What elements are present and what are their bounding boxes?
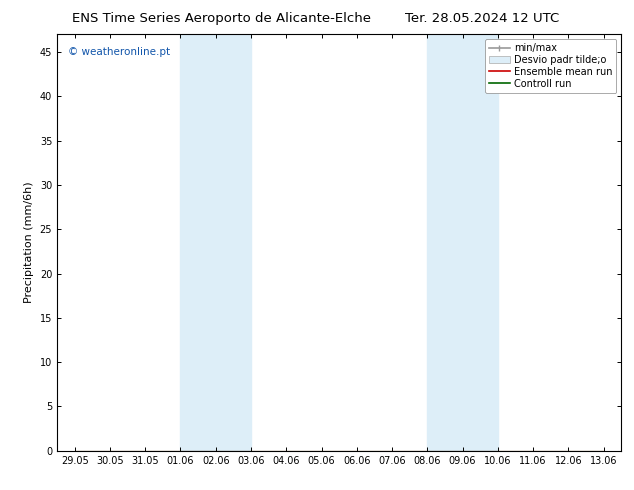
- Legend: min/max, Desvio padr tilde;o, Ensemble mean run, Controll run: min/max, Desvio padr tilde;o, Ensemble m…: [485, 39, 616, 93]
- Text: © weatheronline.pt: © weatheronline.pt: [68, 47, 171, 57]
- Text: Ter. 28.05.2024 12 UTC: Ter. 28.05.2024 12 UTC: [404, 12, 559, 25]
- Bar: [427, 34, 498, 451]
- Y-axis label: Precipitation (mm/6h): Precipitation (mm/6h): [24, 182, 34, 303]
- Bar: [181, 34, 251, 451]
- Text: ENS Time Series Aeroporto de Alicante-Elche: ENS Time Series Aeroporto de Alicante-El…: [72, 12, 372, 25]
